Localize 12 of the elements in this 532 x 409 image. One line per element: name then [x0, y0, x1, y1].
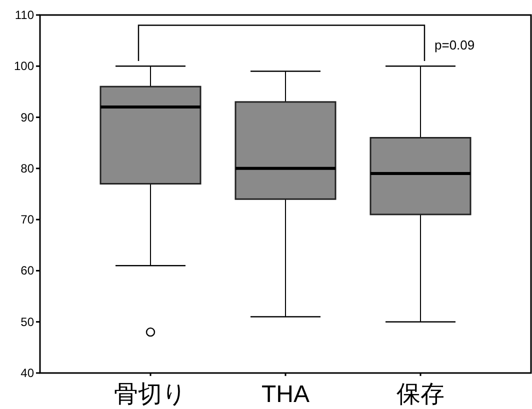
y-tick-label: 80	[20, 161, 34, 176]
x-tick-label: 骨切り	[114, 381, 187, 408]
y-tick-label: 100	[14, 59, 34, 74]
y-tick-label: 40	[20, 366, 34, 380]
y-tick-label: 110	[14, 8, 34, 22]
x-tick-label: THA	[262, 381, 310, 408]
annotation: p=0.09	[434, 38, 475, 53]
x-tick-label: 保存	[396, 381, 444, 408]
y-tick-label: 90	[20, 110, 34, 124]
y-tick-label: 70	[20, 212, 34, 227]
y-tick-label: 50	[20, 314, 34, 329]
y-tick-label: 60	[20, 264, 34, 278]
